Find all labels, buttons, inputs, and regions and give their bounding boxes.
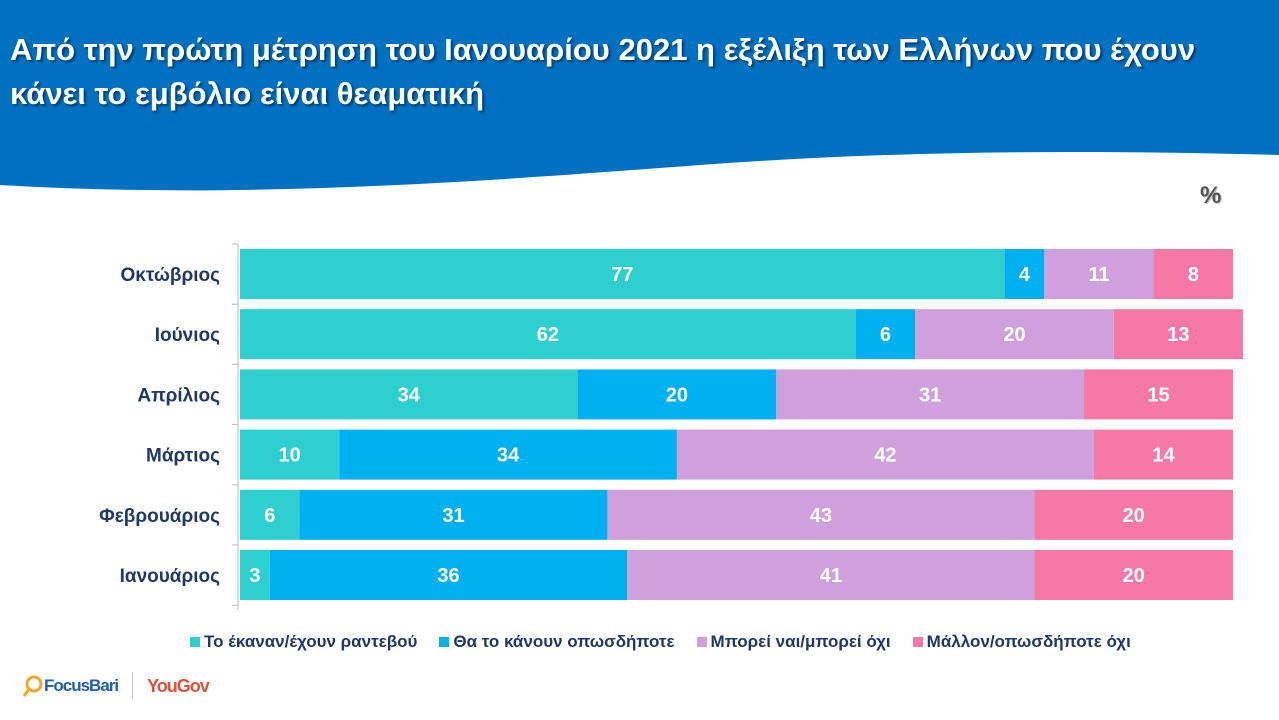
data-label: 6 [264, 505, 275, 527]
bar-segment [1093, 429, 1233, 480]
bar-segment [299, 489, 608, 540]
data-label: 6 [880, 324, 891, 346]
data-label: 34 [497, 445, 520, 467]
data-label: 34 [398, 384, 421, 406]
legend-swatch [190, 637, 200, 647]
focusbari-logo: FocusBari [22, 674, 119, 698]
bar-segment [855, 309, 916, 360]
data-label: 20 [1003, 324, 1025, 346]
data-label: 15 [1147, 384, 1169, 406]
category-label: Φεβρουάριος [99, 506, 220, 527]
bar-segment [1113, 309, 1243, 360]
bar-segment [577, 369, 777, 420]
yougov-logo: YouGov [147, 675, 210, 696]
data-label: 4 [1019, 264, 1031, 286]
legend-item: Μάλλον/οπωσδήποτε όχι [912, 632, 1131, 652]
data-label: 14 [1152, 445, 1175, 467]
data-label: 31 [919, 384, 941, 406]
bar-segment [240, 429, 340, 480]
bar-segment [1034, 550, 1233, 600]
bar-segment [676, 429, 1094, 480]
bar-segment [240, 309, 856, 360]
bar-segment [339, 429, 677, 480]
legend-label: Το έκαναν/έχουν ραντεβού [204, 632, 418, 651]
bar-segment [240, 369, 578, 420]
bar-segment [1153, 249, 1233, 299]
bar-segment [269, 550, 628, 600]
data-label: 11 [1088, 264, 1109, 286]
bar-segment [240, 489, 300, 540]
bar-segment [607, 489, 1035, 540]
category-label: Ιανουάριος [120, 566, 221, 587]
bar-segment [1004, 249, 1045, 299]
logo-divider [132, 672, 134, 700]
data-label: 3 [249, 565, 260, 587]
data-label: 77 [611, 264, 633, 286]
data-label: 20 [1123, 505, 1145, 527]
legend-label: Μπορεί ναι/μπορεί όχι [710, 632, 891, 651]
legend-swatch [912, 637, 923, 647]
data-label: 10 [279, 445, 301, 467]
bar-segment [915, 309, 1114, 360]
bar-segment [1084, 369, 1233, 420]
data-label: 43 [810, 505, 832, 527]
legend-label: Θα το κάνουν οπωσδήποτε [453, 632, 675, 651]
data-label: 13 [1167, 324, 1189, 346]
legend-swatch [439, 637, 450, 647]
data-label: 31 [442, 505, 464, 527]
magnifier-icon [22, 675, 43, 697]
data-label: 8 [1188, 264, 1199, 286]
bar-segment [627, 550, 1035, 600]
data-label: 20 [1123, 565, 1145, 587]
data-label: 62 [537, 324, 559, 346]
legend-item: Θα το κάνουν οπωσδήποτε [439, 632, 675, 652]
unit-label: % [1200, 182, 1222, 209]
data-label: 20 [666, 384, 688, 406]
bar-segment [1034, 489, 1233, 540]
bar-segment [240, 550, 270, 600]
legend: Το έκαναν/έχουν ραντεβού Θα το κάνουν οπω… [190, 632, 1131, 652]
header-banner [0, 0, 1279, 191]
legend-label: Μάλλον/οπωσδήποτε όχι [926, 632, 1131, 651]
logos: FocusBari YouGov [22, 672, 210, 700]
page-title: Από την πρώτη μέτρηση του Ιανουαρίου 202… [10, 32, 1196, 111]
data-label: 42 [874, 445, 896, 467]
category-label: Οκτώβριος [121, 265, 221, 286]
bar-segment [776, 369, 1085, 420]
bar-segment [1044, 249, 1154, 299]
data-label: 41 [820, 565, 842, 587]
data-label: 36 [437, 565, 459, 587]
legend-swatch [696, 637, 707, 647]
legend-item: Μπορεί ναι/μπορεί όχι [696, 632, 891, 652]
bar-segment [240, 249, 1005, 299]
category-label: Μάρτιος [146, 446, 220, 467]
legend-item: Το έκαναν/έχουν ραντεβού [190, 632, 417, 652]
category-label: Απρίλιος [137, 385, 220, 406]
category-label: Ιούνιος [155, 325, 220, 346]
